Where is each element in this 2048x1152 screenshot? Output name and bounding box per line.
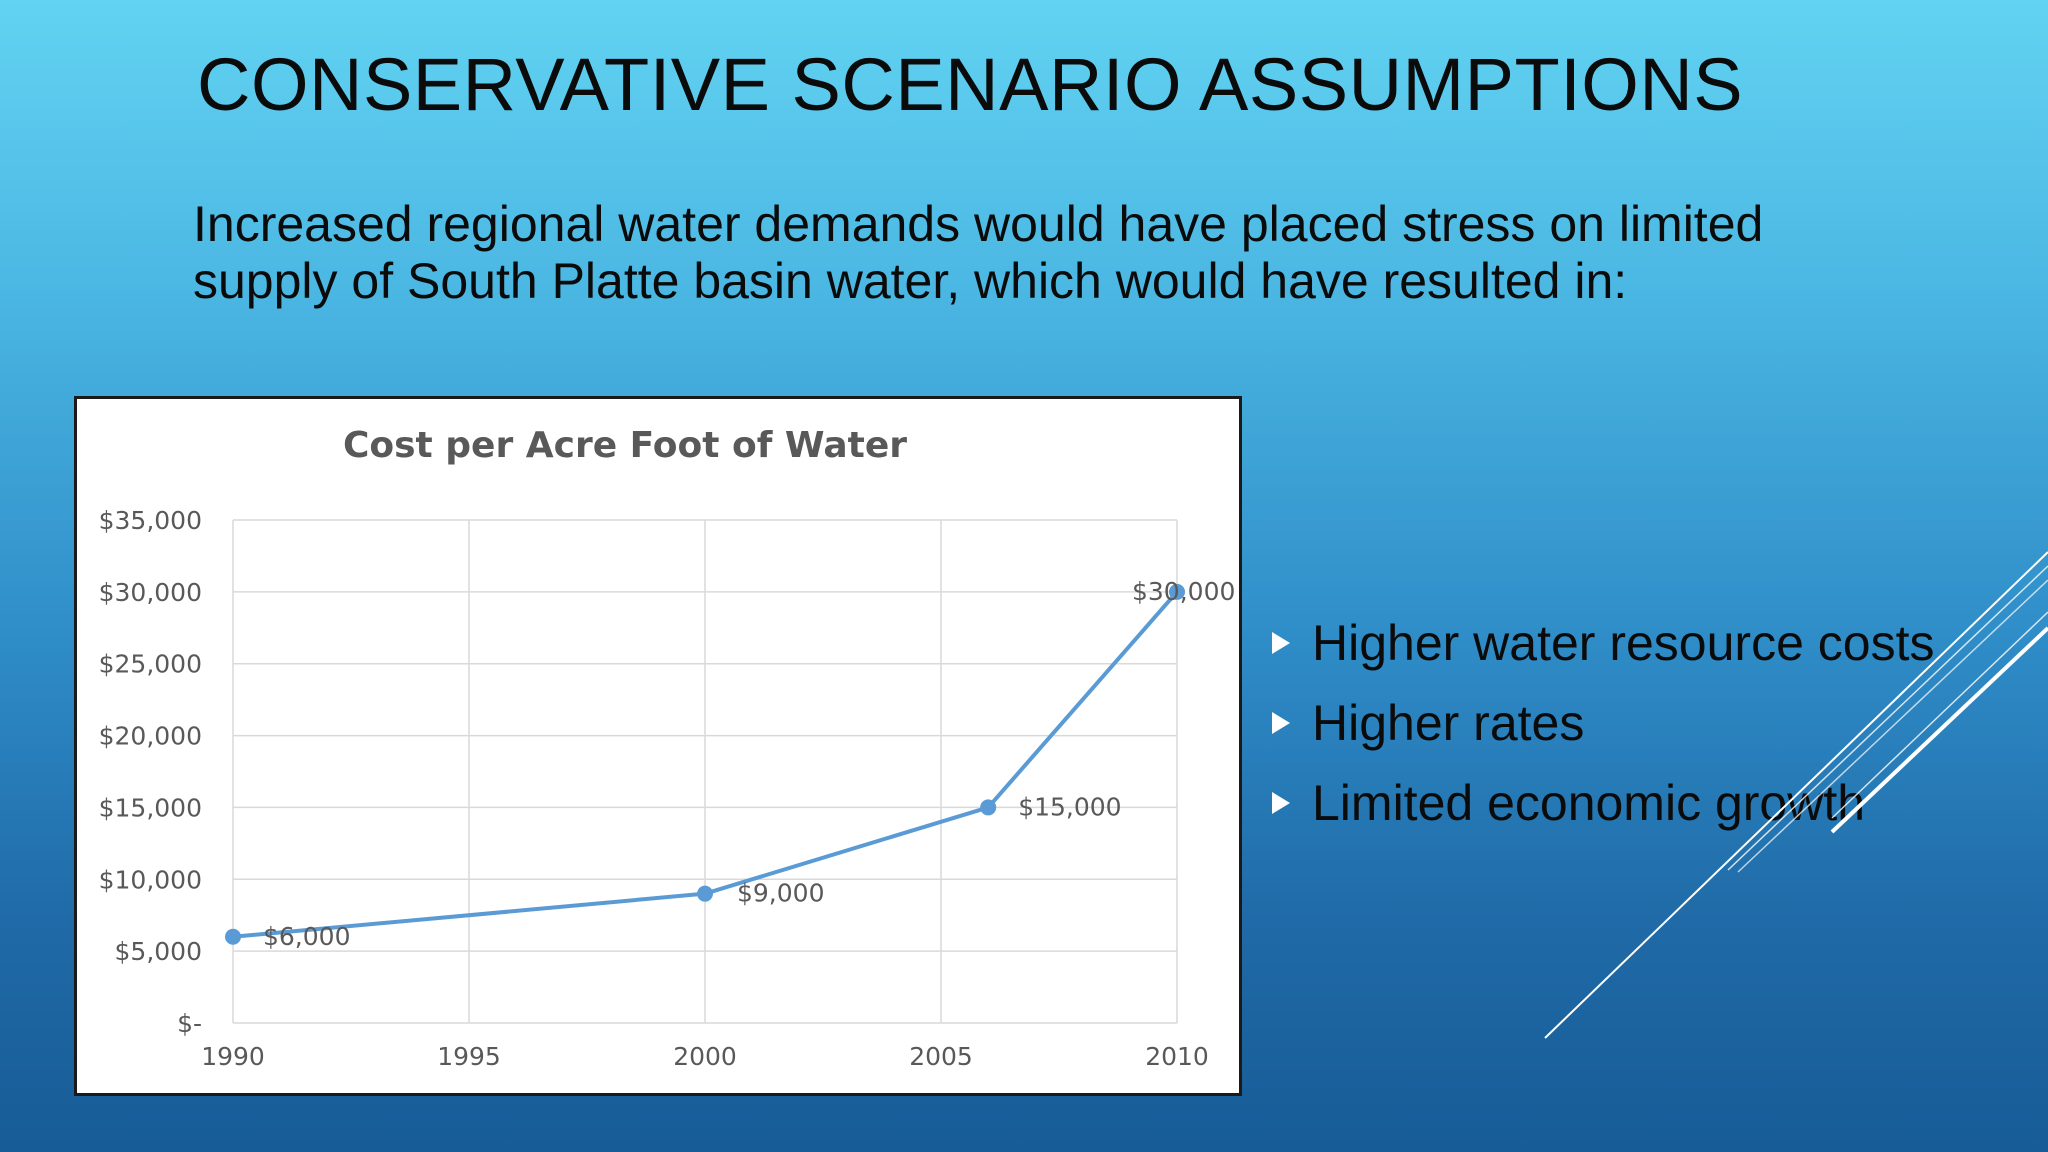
y-tick-label: $15,000 (99, 793, 202, 822)
x-tick-label: 2000 (673, 1042, 737, 1071)
data-label: $15,000 (1018, 792, 1121, 821)
triangle-bullet-icon (1272, 712, 1290, 734)
chart-svg: Cost per Acre Foot of Water $- $5,000 $10,0… (99, 425, 1236, 1071)
slide-subtitle: Increased regional water demands would h… (193, 196, 1893, 310)
y-tick-label: $10,000 (99, 865, 202, 894)
y-tick-label: $25,000 (99, 650, 202, 679)
y-tick-label: $20,000 (99, 722, 202, 751)
subtitle-line-2: supply of South Platte basin water, whic… (193, 253, 1628, 309)
data-label: $9,000 (737, 879, 824, 908)
series-line (232, 590, 1179, 939)
triangle-bullet-icon (1272, 792, 1290, 814)
bullet-text: Higher rates (1312, 695, 1585, 751)
bullet-item-rates: Higher rates (1272, 683, 1934, 763)
y-tick-label: $30,000 (99, 578, 202, 607)
chart-title: Cost per Acre Foot of Water (343, 425, 907, 466)
x-tick-label: 1990 (201, 1042, 265, 1071)
bullet-item-costs: Higher water resource costs (1272, 603, 1934, 683)
x-tick-label: 2010 (1145, 1042, 1209, 1071)
data-label: $30,000 (1132, 577, 1235, 606)
chart-container: Cost per Acre Foot of Water $- $5,000 $10,0… (74, 396, 1242, 1096)
y-tick-label: $5,000 (115, 937, 202, 966)
bullet-text: Limited economic growth (1312, 775, 1866, 831)
data-point (980, 799, 997, 816)
bullet-item-growth: Limited economic growth (1272, 763, 1934, 843)
y-tick-label: $- (177, 1009, 202, 1038)
data-point (1169, 583, 1185, 600)
triangle-bullet-icon (1272, 632, 1290, 654)
subtitle-line-1: Increased regional water demands would h… (193, 196, 1764, 252)
slide-title: CONSERVATIVE SCENARIO ASSUMPTIONS (197, 43, 1744, 126)
x-tick-label: 2005 (909, 1042, 973, 1071)
bullet-text: Higher water resource costs (1312, 615, 1935, 671)
data-label: $6,000 (263, 922, 350, 951)
x-tick-label: 1995 (437, 1042, 501, 1071)
data-point (697, 885, 713, 902)
y-tick-label: $35,000 (99, 506, 202, 535)
bullet-list: Higher water resource costs Higher rates… (1272, 603, 1934, 843)
data-point (225, 928, 241, 945)
